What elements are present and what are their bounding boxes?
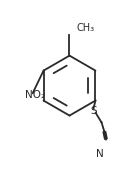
Text: N: N xyxy=(96,149,103,159)
Text: S: S xyxy=(91,106,97,116)
Text: CH₃: CH₃ xyxy=(77,23,95,33)
Text: NO₂: NO₂ xyxy=(25,90,45,100)
